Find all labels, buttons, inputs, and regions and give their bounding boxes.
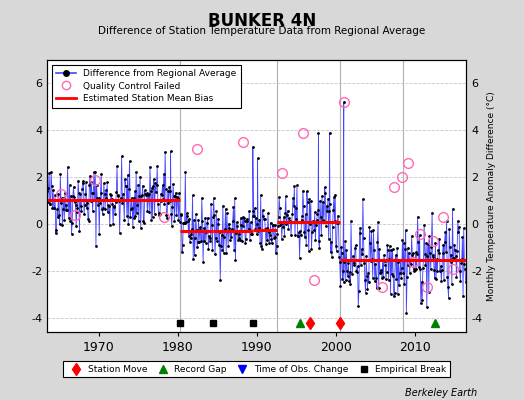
Y-axis label: Monthly Temperature Anomaly Difference (°C): Monthly Temperature Anomaly Difference (… — [486, 91, 496, 301]
Text: Difference of Station Temperature Data from Regional Average: Difference of Station Temperature Data f… — [99, 26, 425, 36]
Text: Berkeley Earth: Berkeley Earth — [405, 388, 477, 398]
Text: BUNKER 4N: BUNKER 4N — [208, 12, 316, 30]
Legend: Station Move, Record Gap, Time of Obs. Change, Empirical Break: Station Move, Record Gap, Time of Obs. C… — [63, 361, 450, 378]
Legend: Difference from Regional Average, Quality Control Failed, Estimated Station Mean: Difference from Regional Average, Qualit… — [52, 64, 241, 108]
